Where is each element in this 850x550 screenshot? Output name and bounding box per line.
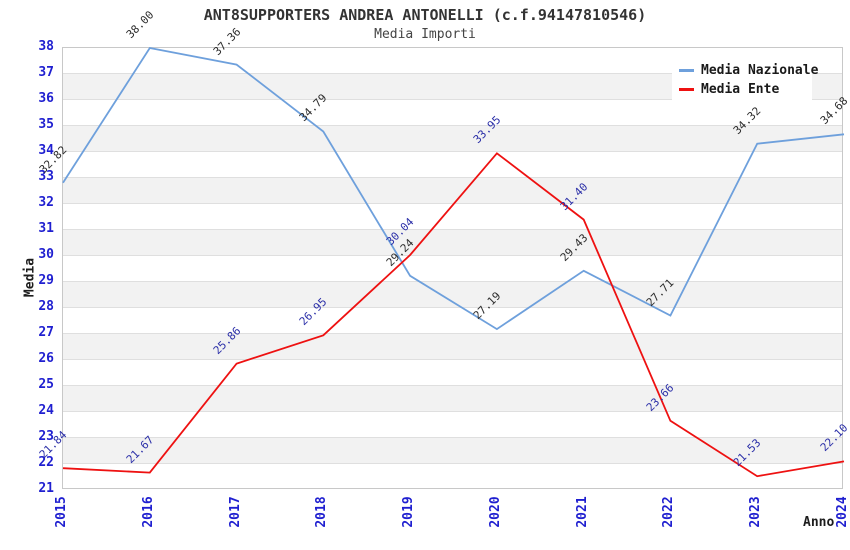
y-tick-label: 23 bbox=[38, 429, 54, 444]
legend-swatch-icon bbox=[679, 69, 694, 72]
legend-item-media-ente: Media Ente bbox=[676, 80, 808, 99]
band-stripe bbox=[63, 126, 842, 152]
y-tick-label: 22 bbox=[38, 455, 54, 470]
y-tick-label: 38 bbox=[38, 39, 54, 54]
series-lines bbox=[62, 47, 845, 478]
x-tick-label: 2024 bbox=[835, 496, 850, 528]
gridline bbox=[63, 307, 842, 308]
gridline bbox=[63, 333, 842, 334]
y-tick-label: 30 bbox=[38, 247, 54, 262]
gridline bbox=[63, 125, 842, 126]
x-tick-label: 2017 bbox=[227, 496, 243, 528]
x-tick-label: 2019 bbox=[401, 496, 417, 528]
band-stripe bbox=[63, 282, 842, 308]
x-tick-label: 2018 bbox=[314, 496, 330, 528]
y-tick-label: 26 bbox=[38, 351, 54, 366]
x-tick-label: 2021 bbox=[574, 496, 590, 528]
legend-label: Media Nazionale bbox=[701, 63, 819, 78]
legend-item-media-nazionale: Media Nazionale bbox=[676, 61, 818, 80]
plot-area bbox=[62, 47, 845, 489]
legend: Media Nazionale Media Ente bbox=[672, 56, 818, 104]
gridline bbox=[63, 385, 842, 386]
gridline bbox=[63, 151, 842, 152]
x-tick-label: 2015 bbox=[54, 496, 69, 528]
x-tick-label: 2020 bbox=[487, 496, 503, 528]
gridline bbox=[63, 281, 842, 282]
gridline bbox=[63, 255, 842, 256]
y-tick-label: 37 bbox=[38, 65, 54, 80]
gridline bbox=[63, 177, 842, 178]
y-tick-label: 24 bbox=[38, 403, 54, 418]
gridline bbox=[63, 73, 842, 74]
y-tick-label: 33 bbox=[38, 169, 54, 184]
band-stripe bbox=[63, 334, 842, 360]
gridline bbox=[63, 229, 842, 230]
gridline bbox=[63, 463, 842, 464]
x-axis-title: Anno bbox=[803, 515, 835, 530]
x-tick-label: 2023 bbox=[748, 496, 764, 528]
gridline bbox=[63, 411, 842, 412]
y-tick-label: 31 bbox=[38, 221, 54, 236]
gridline bbox=[63, 203, 842, 204]
y-tick-label: 21 bbox=[38, 481, 54, 496]
gridline bbox=[63, 359, 842, 360]
band-stripe bbox=[63, 386, 842, 412]
x-tick-label: 2022 bbox=[661, 496, 677, 528]
y-tick-label: 34 bbox=[38, 143, 54, 158]
legend-swatch-icon bbox=[679, 88, 694, 91]
band-stripe bbox=[63, 438, 842, 464]
gridline bbox=[63, 99, 842, 100]
band-stripe bbox=[63, 178, 842, 204]
series-line-media-nazionale bbox=[62, 47, 845, 331]
y-tick-label: 32 bbox=[38, 195, 54, 210]
y-tick-label: 35 bbox=[38, 117, 54, 132]
y-tick-label: 29 bbox=[38, 273, 54, 288]
gridline bbox=[63, 437, 842, 438]
y-tick-label: 36 bbox=[38, 91, 54, 106]
legend-label: Media Ente bbox=[701, 82, 780, 97]
y-tick-label: 27 bbox=[38, 325, 54, 340]
x-tick-label: 2016 bbox=[140, 496, 156, 528]
chart-title: ANT8SUPPORTERS ANDREA ANTONELLI (c.f.941… bbox=[203, 6, 647, 24]
y-tick-label: 28 bbox=[38, 299, 54, 314]
y-tick-label: 25 bbox=[38, 377, 54, 392]
chart-subtitle: Media Importi bbox=[374, 27, 476, 42]
series-line-media-ente bbox=[62, 152, 845, 478]
